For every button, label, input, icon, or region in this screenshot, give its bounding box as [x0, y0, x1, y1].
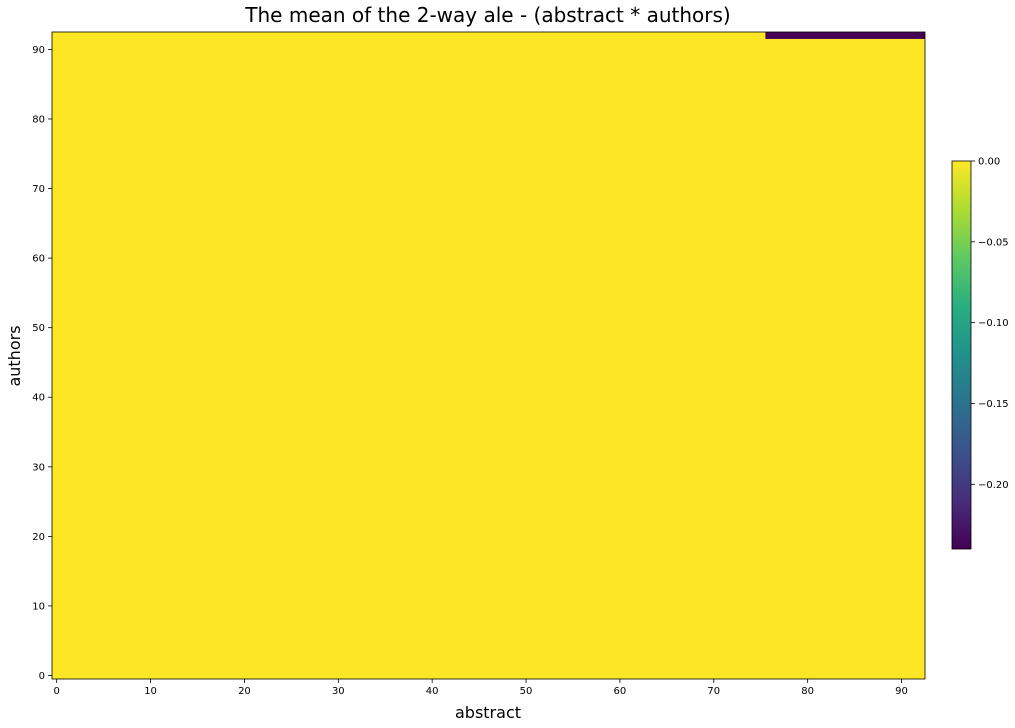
colorbar-ticks: 0.00 −0.05 −0.10 −0.15 −0.20: [971, 157, 1009, 491]
x-tick-label: 0: [54, 686, 60, 697]
x-tick-label: 30: [332, 686, 345, 697]
colorbar: 0.00 −0.05 −0.10 −0.15 −0.20: [951, 157, 1009, 550]
y-tick-label: 0: [39, 671, 45, 682]
colorbar-tick-label: −0.20: [978, 480, 1009, 491]
y-tick-label: 30: [32, 462, 45, 473]
heatmap-cell: [765, 32, 925, 39]
plot-area: [51, 31, 926, 680]
y-axis-label: authors: [5, 325, 24, 386]
y-tick-label: 70: [32, 184, 45, 195]
x-tick-label: 20: [238, 686, 251, 697]
x-axis: 0 10 20 30 40 50 60 70 80 90: [54, 679, 908, 697]
colorbar-gradient: [951, 160, 972, 550]
chart-title: The mean of the 2-way ale - (abstract * …: [244, 3, 730, 27]
x-tick-label: 10: [144, 686, 157, 697]
x-tick-label: 60: [614, 686, 627, 697]
colorbar-tick-label: −0.15: [978, 399, 1009, 410]
x-axis-label: abstract: [455, 703, 521, 722]
y-tick-label: 90: [32, 45, 45, 56]
x-tick-label: 80: [801, 686, 814, 697]
y-axis: 0 10 20 30 40 50 60 70 80 90: [32, 45, 52, 682]
x-tick-label: 70: [707, 686, 720, 697]
plot-frame: [51, 31, 926, 680]
colorbar-tick-label: 0.00: [978, 157, 1000, 168]
y-tick-label: 10: [32, 601, 45, 612]
y-tick-label: 60: [32, 254, 45, 265]
x-tick-label: 90: [895, 686, 908, 697]
y-tick-label: 80: [32, 114, 45, 125]
x-tick-label: 40: [426, 686, 439, 697]
colorbar-tick-label: −0.05: [978, 237, 1009, 248]
y-tick-label: 40: [32, 393, 45, 404]
y-tick-label: 20: [32, 532, 45, 543]
colorbar-tick-label: −0.10: [978, 318, 1009, 329]
y-tick-label: 50: [32, 323, 45, 334]
x-tick-label: 50: [520, 686, 533, 697]
heatmap-background: [52, 32, 925, 679]
